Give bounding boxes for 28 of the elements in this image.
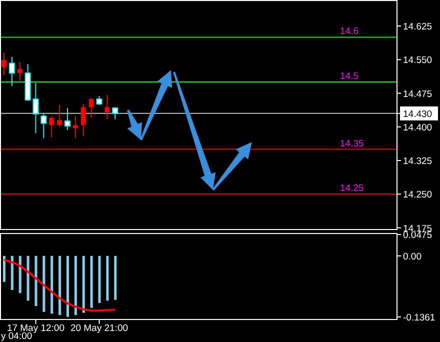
line-series bbox=[2, 258, 116, 312]
candlestick bbox=[57, 104, 62, 128]
y-tick-label: 0.00 bbox=[403, 251, 422, 262]
y-tick-label: 14.550 bbox=[403, 55, 432, 66]
ref-line-label: 14.25 bbox=[340, 183, 364, 194]
y-tick-label: 14.430 bbox=[403, 108, 432, 120]
candlestick bbox=[8, 56, 15, 87]
ref-line-label: 14.5 bbox=[340, 71, 358, 82]
candlestick bbox=[64, 108, 70, 131]
y-tick-label: 14.625 bbox=[403, 22, 432, 33]
candlestick bbox=[1, 52, 6, 76]
y-tick-label: 14.400 bbox=[403, 122, 432, 134]
candlestick bbox=[40, 113, 47, 139]
y-tick-label: 14.325 bbox=[403, 156, 432, 168]
ref-line-label: 14.6 bbox=[340, 26, 358, 38]
text: y 04:00 bbox=[1, 331, 32, 342]
candlestick bbox=[17, 61, 22, 82]
candlestick bbox=[104, 94, 110, 120]
candlestick bbox=[80, 104, 86, 137]
y-tick-label: -0.1361 bbox=[403, 312, 436, 324]
x-tick-label: 20 May 21:00 bbox=[70, 323, 128, 334]
candlestick bbox=[88, 98, 94, 118]
candlestick bbox=[49, 116, 54, 138]
y-tick-label: 14.250 bbox=[403, 190, 432, 201]
candlestick bbox=[112, 106, 118, 120]
ref-line-label: 14.35 bbox=[340, 138, 364, 150]
candlestick bbox=[72, 116, 78, 139]
y-tick-label: 14.475 bbox=[403, 88, 432, 100]
